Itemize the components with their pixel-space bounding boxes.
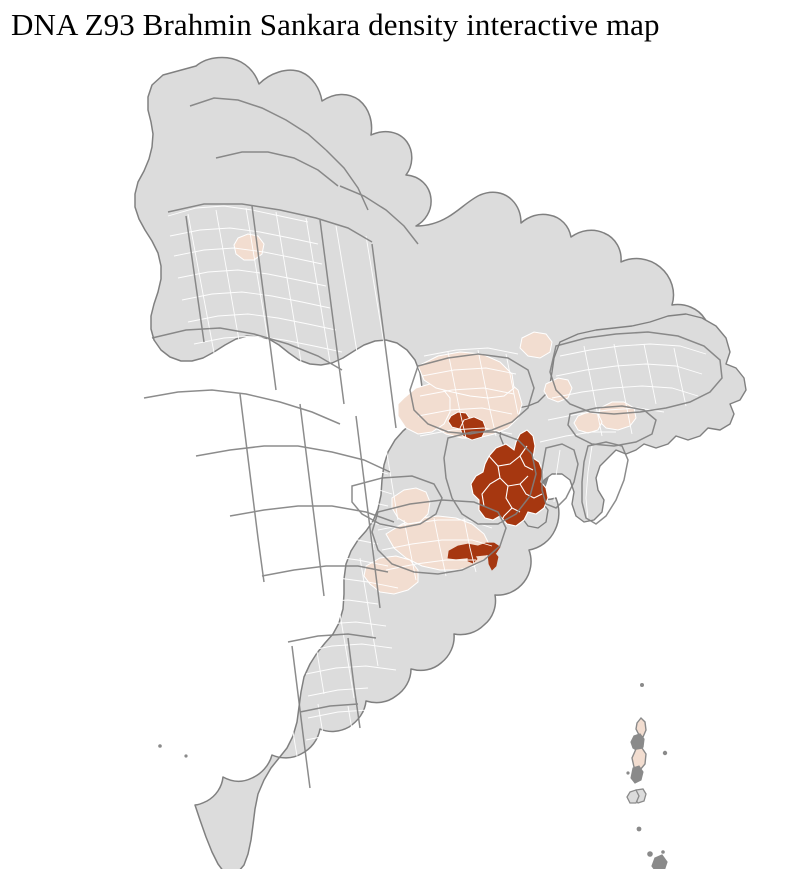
island-dot-lakshadweep <box>158 744 162 748</box>
andaman-nicobar-islands[interactable] <box>626 683 668 869</box>
region-darjeeling-low[interactable] <box>543 377 573 403</box>
india-map-canvas[interactable] <box>0 46 811 869</box>
island-dot-5 <box>647 851 653 857</box>
region-jharkhand-cluster[interactable] <box>470 429 549 527</box>
island-dot-1 <box>640 683 644 687</box>
island-dot-4 <box>636 826 642 832</box>
page-title: DNA Z93 Brahmin Sankara density interact… <box>11 7 660 42</box>
island-dot-2 <box>626 771 630 775</box>
andaman-tail[interactable] <box>630 765 644 784</box>
state-boundary-mesh <box>143 97 723 789</box>
island-dot-6 <box>661 850 665 854</box>
final-map-group <box>0 46 811 869</box>
car-nicobar[interactable] <box>626 789 640 804</box>
island-dot-3 <box>662 750 668 756</box>
region-sikkim-low[interactable] <box>519 331 553 359</box>
south-andaman[interactable] <box>631 747 647 771</box>
high-density-regions[interactable] <box>447 411 549 571</box>
india-choropleth-svg[interactable] <box>0 46 811 869</box>
choropleth-overlay <box>143 97 723 807</box>
great-nicobar[interactable] <box>651 854 668 869</box>
island-dot-lakshadweep-2 <box>184 754 188 758</box>
region-up-central-low[interactable] <box>417 351 515 399</box>
region-haryana-low[interactable] <box>233 233 265 261</box>
region-chhattisgarh-low[interactable] <box>391 487 431 525</box>
north-andaman[interactable] <box>635 716 647 738</box>
